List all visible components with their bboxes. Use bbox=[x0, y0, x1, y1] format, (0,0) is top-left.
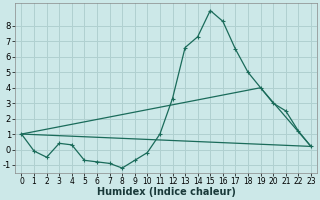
X-axis label: Humidex (Indice chaleur): Humidex (Indice chaleur) bbox=[97, 187, 236, 197]
